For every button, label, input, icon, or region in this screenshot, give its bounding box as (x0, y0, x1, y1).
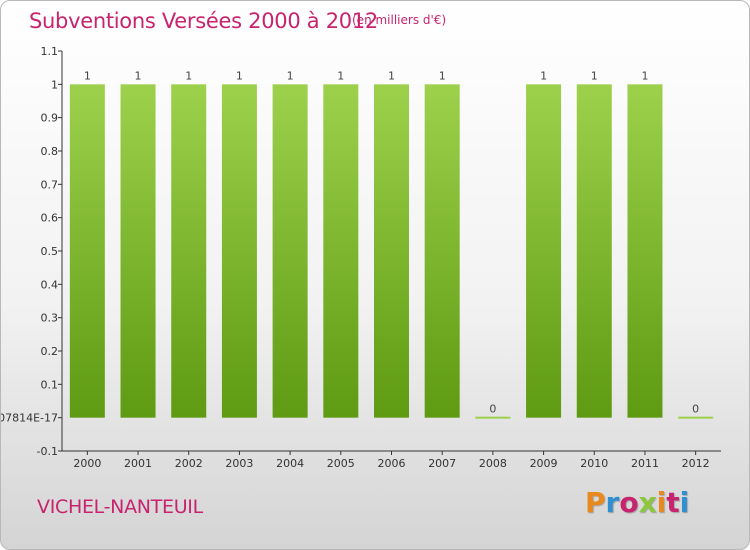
x-tick-label: 2010 (580, 457, 608, 470)
proxiti-logo: Proxiti (585, 486, 689, 519)
data-label: 1 (84, 69, 91, 82)
x-tick-label: 2008 (479, 457, 507, 470)
bar (69, 84, 105, 418)
commune-name: VICHEL-NANTEUIL (37, 496, 203, 518)
bar (475, 416, 511, 419)
logo-letter: t (666, 486, 680, 519)
x-tick-label: 2004 (276, 457, 304, 470)
x-tick-label: 2011 (631, 457, 659, 470)
bar (526, 84, 562, 418)
bar (627, 84, 663, 418)
bar (171, 84, 207, 418)
y-tick-label: 0.5 (41, 245, 59, 258)
y-tick-label: 0.8 (41, 145, 59, 158)
y-tick-label: 0.9 (41, 112, 59, 125)
x-tick-label: 2002 (175, 457, 203, 470)
bar (272, 84, 308, 418)
y-tick-label: 1.1 (41, 45, 59, 58)
logo-letter: r (605, 486, 620, 519)
data-label: 1 (540, 69, 547, 82)
chart-title: Subventions Versées 2000 à 2012 (29, 9, 378, 33)
bar (323, 84, 359, 418)
logo-letter: P (585, 486, 606, 519)
y-tick-label: 0.4 (41, 278, 59, 291)
y-tick-label: 0.3 (41, 312, 59, 325)
bar (221, 84, 257, 418)
x-tick-label: 2003 (225, 457, 253, 470)
data-label: 0 (692, 403, 699, 416)
chart-unit: (en milliers d'€) (352, 13, 447, 27)
logo-letter: x (638, 486, 657, 519)
y-tick-label: 0.1 (41, 378, 59, 391)
y-tick-label: 0.7 (41, 178, 59, 191)
data-label: 1 (641, 69, 648, 82)
data-label: 1 (135, 69, 142, 82)
data-label: 1 (591, 69, 598, 82)
data-label: 1 (388, 69, 395, 82)
data-label: 1 (439, 69, 446, 82)
bar (424, 84, 460, 418)
data-label: 1 (236, 69, 243, 82)
x-tick-label: 2007 (428, 457, 456, 470)
x-tick-label: 2005 (327, 457, 355, 470)
x-tick-label: 2006 (378, 457, 406, 470)
y-tick-label: 1 (51, 78, 58, 91)
x-tick-label: 2009 (530, 457, 558, 470)
data-label: 1 (337, 69, 344, 82)
x-tick-label: 2000 (73, 457, 101, 470)
bar (374, 84, 409, 418)
bar (576, 84, 612, 418)
data-label: 0 (489, 403, 496, 416)
logo-letter: i (679, 486, 690, 519)
logo-letter: o (619, 486, 639, 519)
y-tick-label: 1.3877787807814E-17 (1, 412, 58, 425)
data-label: 1 (287, 69, 294, 82)
y-tick-label: 0.6 (41, 212, 59, 225)
bar (120, 84, 156, 418)
logo-letter: i (656, 486, 667, 519)
data-label: 1 (185, 69, 192, 82)
y-tick-label: -0.1 (37, 445, 58, 458)
y-tick-label: 0.2 (41, 345, 59, 358)
bar (678, 416, 714, 419)
x-tick-label: 2001 (124, 457, 152, 470)
x-tick-label: 2012 (682, 457, 710, 470)
